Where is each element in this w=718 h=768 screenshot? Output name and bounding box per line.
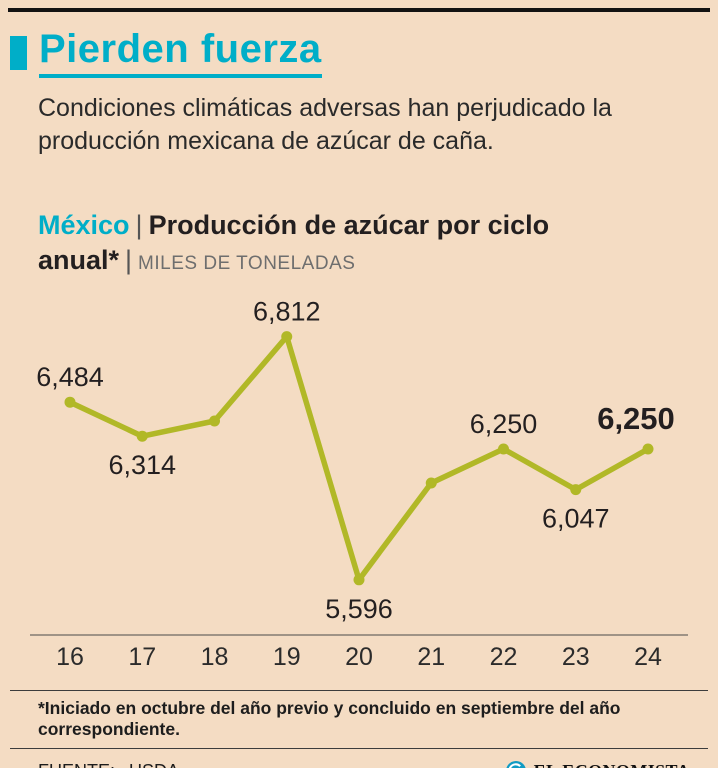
divider-above-source <box>10 748 708 750</box>
chart-title: Producción de azúcar por ciclo anual* <box>38 210 550 276</box>
x-axis-label-21: 21 <box>417 643 445 671</box>
title-accent-block <box>10 36 27 70</box>
x-axis-label-23: 23 <box>562 643 590 671</box>
chart-units-label: MILES DE TONELADAS <box>138 253 356 275</box>
intro-text: Condiciones climáticas adversas han perj… <box>38 94 612 155</box>
x-axis-label-18: 18 <box>201 643 229 671</box>
data-point-18 <box>209 415 220 427</box>
header: Pierden fuerza <box>10 28 680 78</box>
data-point-16 <box>64 396 76 408</box>
top-border-rule <box>8 8 710 12</box>
chart-heading: México | Producción de azúcar por ciclo an… <box>38 208 678 278</box>
chart-region-label: México <box>38 210 130 240</box>
data-point-17 <box>136 430 148 442</box>
source-value: USDA <box>129 761 179 768</box>
x-axis-label-17: 17 <box>128 643 156 671</box>
data-point-24 <box>642 443 654 455</box>
data-label-emphasized-24: 6,250 <box>597 401 675 436</box>
data-point-21 <box>425 477 437 489</box>
x-axis-label-20: 20 <box>345 643 373 671</box>
heading-separator-2: | <box>125 245 133 276</box>
footer-row: FUENTE: USDA EL ECONOMISTA <box>38 760 690 768</box>
el-economista-circle-icon <box>506 761 526 768</box>
data-label-22: 6,250 <box>470 409 538 439</box>
data-point-23 <box>570 484 582 496</box>
data-label-17: 6,314 <box>108 450 176 480</box>
data-point-22 <box>498 443 509 455</box>
x-axis-label-22: 22 <box>490 643 518 671</box>
brand-name: EL ECONOMISTA <box>534 761 690 768</box>
x-axis-label-16: 16 <box>56 643 84 671</box>
data-label-20: 5,596 <box>325 594 393 624</box>
page-title: Pierden fuerza <box>39 28 322 78</box>
data-point-20 <box>353 574 365 586</box>
data-label-16: 6,484 <box>36 362 104 392</box>
x-axis-label-19: 19 <box>273 643 301 671</box>
el-economista-logo: EL ECONOMISTA <box>505 760 690 768</box>
chart-area: 6,484 16 6,314 17 18 6,812 19 5,596 20 21 6,250 22 6… <box>0 282 718 682</box>
data-label-23: 6,047 <box>542 504 610 534</box>
data-label-19: 6,812 <box>253 297 321 327</box>
sugar-production-line-chart: 6,484 16 6,314 17 18 6,812 19 5,596 20 21 6,250 22 6… <box>30 297 688 671</box>
source-credit: FUENTE: USDA <box>38 761 179 768</box>
divider-above-footnote <box>10 690 708 692</box>
footnote-text: *Iniciado en octubre del año previo y co… <box>38 698 621 740</box>
data-point-19 <box>281 331 293 343</box>
x-axis-label-24: 24 <box>634 643 662 671</box>
heading-separator: | <box>135 210 143 240</box>
source-label: FUENTE: <box>38 761 115 768</box>
